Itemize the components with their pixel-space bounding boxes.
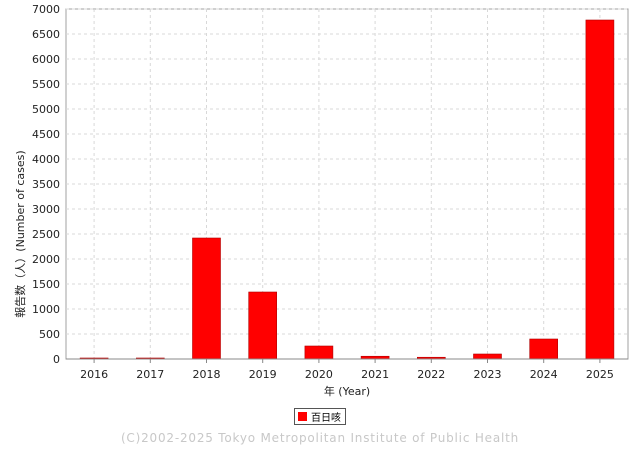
x-axis-title: 年 (Year) [324,384,370,398]
legend-label: 百日咳 [311,413,341,424]
y-tick-label: 1000 [32,303,60,316]
y-tick-label: 7000 [32,3,60,16]
y-tick-label: 3000 [32,203,60,216]
y-tick-label: 4000 [32,153,60,166]
x-tick-labels: 2016 2017 2018 2019 2020 2021 2022 2023 2024 2025 [80,359,614,381]
y-tick-label: 500 [39,328,60,341]
x-tick-label: 2020 [305,368,333,381]
x-tick-label: 2022 [417,368,445,381]
grid-lines [66,8,628,359]
x-tick-label: 2024 [530,368,558,381]
y-tick-label: 5000 [32,103,60,116]
x-tick-label: 2019 [249,368,277,381]
y-tick-label: 5500 [32,78,60,91]
bar-2019 [248,291,277,360]
bar-2018 [192,237,221,360]
x-tick-label: 2017 [136,368,164,381]
y-tick-label: 4500 [32,128,60,141]
legend-swatch [298,412,307,421]
bar-2020 [304,345,334,360]
y-tick-label: 6500 [32,28,60,41]
y-tick-labels: 0 500 1000 1500 2000 2500 3000 3500 4000 4500 5000… [32,3,60,366]
legend: 百日咳 [294,408,346,425]
x-tick-label: 2023 [474,368,502,381]
y-tick-label: 0 [53,353,60,366]
copyright-footer: (C)2002-2025 Tokyo Metropolitan Institut… [120,431,520,445]
y-tick-label: 3500 [32,178,60,191]
x-tick-label: 2021 [361,368,389,381]
x-tick-label: 2025 [586,368,614,381]
y-axis-title: 報告数（人）(Number of cases) [14,150,27,317]
y-tick-label: 2000 [32,253,60,266]
bar-2023 [473,353,502,360]
y-tick-label: 2500 [32,228,60,241]
y-tick-label: 1500 [32,278,60,291]
y-tick-label: 6000 [32,53,60,66]
x-tick-label: 2018 [193,368,221,381]
bar-2025 [585,19,615,360]
bar-2024 [529,338,559,360]
x-tick-label: 2016 [80,368,108,381]
